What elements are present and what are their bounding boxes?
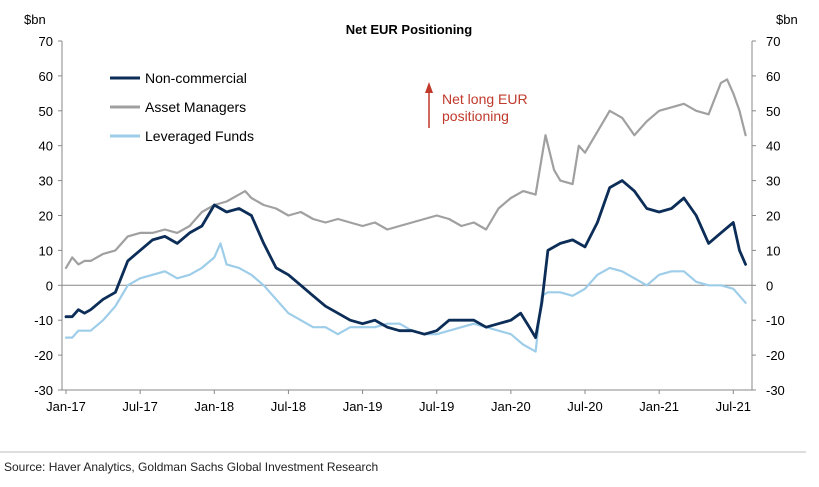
series-line-non-commercial	[64, 179, 747, 339]
series-line-asset-managers	[64, 78, 747, 269]
y-axis-right-ticks: -30 -20 -10 0 10 20 30 40 50 60 70	[752, 34, 785, 398]
y-tick-label-left: 20	[39, 209, 53, 224]
y-axis-left-ticks: -30 -20 -10 0 10 20 30 40 50 60 70	[34, 34, 62, 398]
x-tick-label: Jul-20	[567, 399, 602, 414]
y-tick-label-right: 30	[766, 174, 780, 189]
y-tick-label-left: -30	[34, 383, 53, 398]
series-line-leveraged-funds	[64, 242, 747, 353]
y-tick-label-left: 0	[46, 278, 53, 293]
y-tick-label-left: 50	[39, 104, 53, 119]
x-tick-label: Jan-21	[639, 399, 679, 414]
y-axis-left-unit: $bn	[24, 12, 46, 27]
y-tick-label-right: 70	[766, 34, 780, 49]
x-tick-label: Jan-19	[343, 399, 383, 414]
x-tick-label: Jan-20	[491, 399, 531, 414]
x-tick-label: Jul-17	[122, 399, 157, 414]
x-tick-label: Jul-19	[419, 399, 454, 414]
y-tick-label-right: -30	[766, 383, 785, 398]
y-tick-label-right: 50	[766, 104, 780, 119]
y-tick-label-left: -10	[34, 313, 53, 328]
series-layer	[64, 78, 747, 353]
chart-title: Net EUR Positioning	[346, 22, 472, 37]
legend-label-non-commercial: Non-commercial	[145, 70, 247, 86]
x-tick-label: Jul-18	[271, 399, 306, 414]
y-tick-label-right: -10	[766, 313, 785, 328]
x-tick-label: Jan-17	[46, 399, 86, 414]
y-tick-label-left: 70	[39, 34, 53, 49]
y-tick-label-right: 0	[766, 278, 773, 293]
y-tick-label-right: 40	[766, 139, 780, 154]
annotation-arrow-head-icon	[425, 82, 433, 93]
x-axis-ticks: Jan-17 Jul-17 Jan-18 Jul-18 Jan-19 Jul-19 Jan-…	[46, 390, 751, 414]
x-tick-label: Jul-21	[716, 399, 751, 414]
y-tick-label-right: 20	[766, 209, 780, 224]
annotation-line-1: Net long EUR	[442, 91, 528, 107]
y-tick-label-left: -20	[34, 348, 53, 363]
annotation-net-long: Net long EUR positioning	[425, 82, 528, 128]
x-tick-label: Jan-18	[194, 399, 234, 414]
y-tick-label-right: 10	[766, 243, 780, 258]
y-tick-label-left: 30	[39, 174, 53, 189]
y-tick-label-left: 40	[39, 139, 53, 154]
legend-label-leveraged-funds: Leveraged Funds	[145, 128, 254, 144]
y-axis-right-unit: $bn	[776, 12, 798, 27]
y-tick-label-right: -20	[766, 348, 785, 363]
y-tick-label-left: 10	[39, 243, 53, 258]
legend-label-asset-managers: Asset Managers	[145, 99, 246, 115]
source-note: Source: Haver Analytics, Goldman Sachs G…	[4, 460, 379, 474]
annotation-line-2: positioning	[442, 108, 509, 124]
y-tick-label-right: 60	[766, 69, 780, 84]
y-tick-label-left: 60	[39, 69, 53, 84]
legend: Non-commercial Asset Managers Leveraged …	[110, 70, 254, 144]
